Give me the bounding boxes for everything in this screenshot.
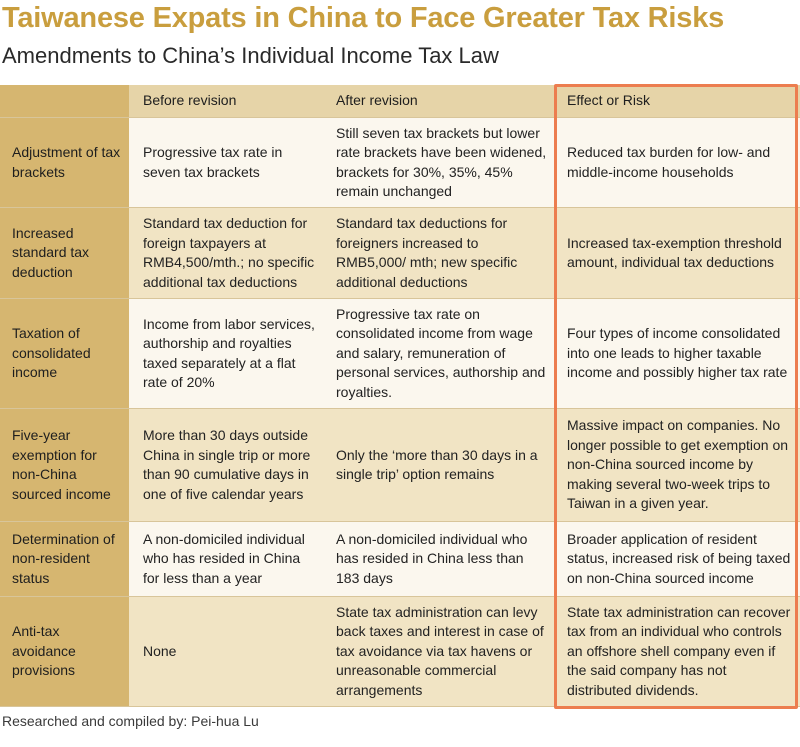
header-effect-or-risk: Effect or Risk	[553, 85, 800, 118]
row-label: Five-year exemption for non-China source…	[0, 408, 129, 522]
row-label: Determination of non-resident status	[0, 521, 129, 597]
before-cell: Progressive tax rate in seven tax bracke…	[129, 117, 322, 208]
after-cell: Standard tax deductions for foreigners i…	[322, 207, 553, 299]
table-row: Anti-tax avoidance provisions None State…	[0, 596, 800, 707]
table-row: Increased standard tax deduction Standar…	[0, 207, 800, 299]
row-label: Taxation of consolidated income	[0, 298, 129, 409]
table-row: Five-year exemption for non-China source…	[0, 408, 800, 522]
header-after-revision: After revision	[322, 85, 553, 118]
row-label: Anti-tax avoidance provisions	[0, 596, 129, 707]
row-label: Increased standard tax deduction	[0, 207, 129, 299]
effect-cell: State tax administration can recover tax…	[553, 596, 800, 707]
effect-cell: Massive impact on companies. No longer p…	[553, 408, 800, 522]
after-cell: A non-domiciled individual who has resid…	[322, 521, 553, 597]
before-cell: A non-domiciled individual who has resid…	[129, 521, 322, 597]
after-cell: Still seven tax brackets but lower rate …	[322, 117, 553, 208]
after-cell: Progressive tax rate on consolidated inc…	[322, 298, 553, 409]
after-cell: Only the ‘more than 30 days in a single …	[322, 408, 553, 522]
before-cell: Standard tax deduction for foreign taxpa…	[129, 207, 322, 299]
before-cell: None	[129, 596, 322, 707]
table-row: Taxation of consolidated income Income f…	[0, 298, 800, 409]
page-subtitle: Amendments to China’s Individual Income …	[2, 43, 499, 68]
effect-cell: Increased tax-exemption threshold amount…	[553, 207, 800, 299]
table-row: Determination of non-resident status A n…	[0, 521, 800, 597]
effect-cell: Reduced tax burden for low- and middle-i…	[553, 117, 800, 208]
header-corner	[0, 85, 129, 118]
table-header-row: Before revision After revision Effect or…	[0, 85, 800, 118]
effect-cell: Broader application of resident status, …	[553, 521, 800, 597]
table-row: Adjustment of tax brackets Progressive t…	[0, 117, 800, 208]
effect-cell: Four types of income consolidated into o…	[553, 298, 800, 409]
tax-comparison-table: Before revision After revision Effect or…	[0, 85, 800, 707]
after-cell: State tax administration can levy back t…	[322, 596, 553, 707]
page-title: Taiwanese Expats in China to Face Greate…	[2, 2, 725, 34]
credit-line: Researched and compiled by: Pei-hua Lu	[2, 713, 259, 729]
before-cell: Income from labor services, authorship a…	[129, 298, 322, 409]
header-before-revision: Before revision	[129, 85, 322, 118]
row-label: Adjustment of tax brackets	[0, 117, 129, 208]
before-cell: More than 30 days outside China in singl…	[129, 408, 322, 522]
